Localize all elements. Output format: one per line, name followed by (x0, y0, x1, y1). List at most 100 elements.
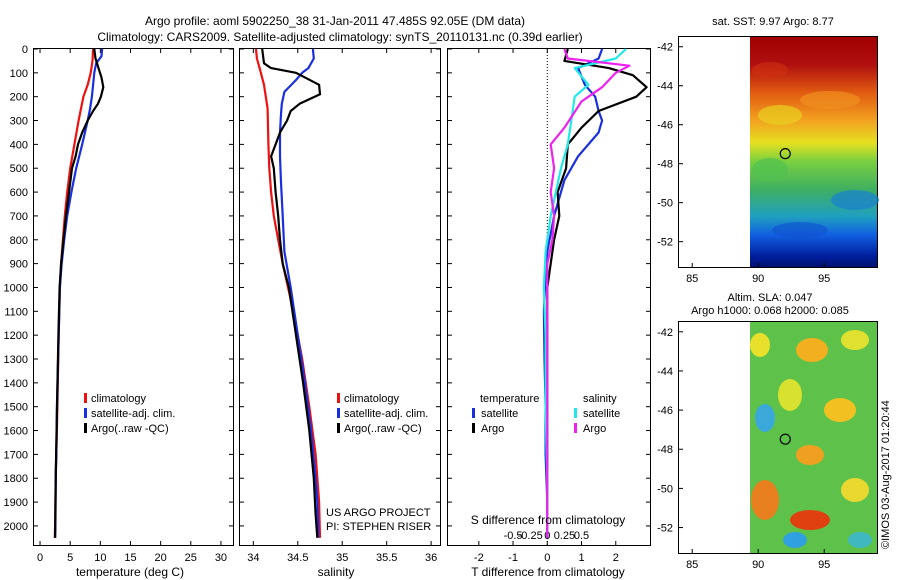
sla-map-panel: Altim. SLA: 0.047 Argo h1000: 0.068 h200… (657, 292, 878, 571)
x-tick-label: 30 (215, 552, 227, 564)
map-y-tick-label: -50 (657, 483, 673, 495)
depth-tick-label: 900 (10, 259, 28, 271)
depth-tick-label: 1200 (4, 330, 28, 342)
series-line-salinity-satellite (542, 48, 627, 538)
sla-patch (751, 480, 779, 520)
sla-profile-marker (779, 433, 791, 445)
legend-swatch-climatology (84, 393, 87, 403)
temperature-x-axis: 0 5 10 15 20 25 30 (37, 49, 227, 564)
x-tick-label: 20 (155, 552, 167, 564)
depth-tick-label: 1300 (4, 354, 28, 366)
map-y-tick-label: -48 (657, 444, 673, 456)
map-y-tick-label: -44 (657, 81, 673, 93)
series-line-argo-raw-qc- (54, 48, 105, 538)
map-y-tick-label: -48 (657, 159, 673, 171)
salinity-legend: climatology satellite-adj. clim. Argo(..… (337, 393, 428, 435)
legend-label-satellite-adj: satellite-adj. clim. (91, 408, 175, 420)
sla-map-axes: 85 90 95 -42 -44 -46 -48 -50 -52 (657, 327, 830, 571)
sla-patch (750, 333, 770, 357)
map-y-tick-label: -42 (657, 42, 673, 54)
x-tick-label: 35 (336, 552, 348, 564)
salinity-plot-frame (239, 48, 441, 546)
sla-patch (778, 379, 802, 411)
map-y-tick-label: -52 (657, 237, 673, 249)
sla-patch (824, 398, 856, 422)
depth-tick-label: 500 (10, 163, 28, 175)
depth-tick-label: 1100 (4, 306, 28, 318)
depth-axis: 0 100 200 300 400 500 600 700 800 900 1000 1100 1200… (4, 44, 233, 533)
temperature-axis-label: temperature (deg C) (76, 565, 184, 579)
sst-patch (772, 222, 828, 238)
series-line-argo-raw-qc- (261, 48, 322, 538)
series-line-climatology (254, 48, 322, 538)
temperature-series (53, 48, 105, 538)
difference-legend: temperature salinity satellite Argo sate… (472, 393, 620, 435)
map-x-tick-label: 85 (686, 273, 698, 285)
legend-swatch-argo (337, 423, 340, 433)
series-line-salinity-argo (546, 48, 631, 538)
legend-swatch-s-argo (574, 423, 577, 433)
sla-patch (841, 330, 869, 350)
series-line-temperature-satellite (542, 48, 604, 538)
x-tick-label: 25 (185, 552, 197, 564)
legend-swatch-t-satellite (472, 408, 475, 418)
depth-tick-label: 1700 (4, 449, 28, 461)
difference-series (542, 48, 648, 538)
x2-tick-label: -0.25 (518, 530, 543, 542)
salinity-x-axis: 34 34.5 35 35.5 36 (247, 49, 437, 564)
depth-tick-label: 1900 (4, 497, 28, 509)
depth-tick-label: 2000 (4, 521, 28, 533)
imos-timestamp: ©IMOS 03-Aug-2017 01:20:44 (880, 400, 892, 549)
map-y-tick-label: -46 (657, 120, 673, 132)
sla-map-title-line2: Argo h1000: 0.068 h2000: 0.085 (691, 305, 849, 317)
difference-depth-ticks (448, 48, 650, 527)
x-tick-label: 0 (37, 552, 43, 564)
salinity-depth-ticks (240, 48, 440, 527)
depth-tick-label: 300 (10, 116, 28, 128)
sla-patch (848, 532, 872, 548)
depth-tick-label: 1400 (4, 378, 28, 390)
legend-label-s-argo: Argo (583, 423, 606, 435)
depth-tick-label: 600 (10, 187, 28, 199)
sla-map-title-line1: Altim. SLA: 0.047 (728, 292, 813, 304)
map-x-tick-label: 90 (752, 559, 764, 571)
sst-map-panel: sat. SST: 9.97 Argo: 8.77 85 90 95 -42 -44 -4… (657, 16, 879, 285)
series-line-temperature-argo (546, 48, 648, 538)
x-tick-label: -2 (474, 552, 484, 564)
legend-swatch-satellite-adj (337, 408, 340, 418)
legend-swatch-s-satellite (574, 408, 577, 418)
pi-annotation: PI: STEPHEN RISER (326, 521, 431, 533)
s-difference-axis-label: S difference from climatology (471, 513, 626, 527)
depth-tick-label: 100 (10, 68, 28, 80)
x-tick-label: 34 (247, 552, 259, 564)
legend-label-s-satellite: satellite (583, 408, 620, 420)
sst-patch (800, 91, 860, 109)
depth-tick-label: 0 (22, 44, 28, 56)
x-tick-label: 35.5 (376, 552, 397, 564)
t-difference-x-axis: -2 -1 0 1 2 (474, 49, 619, 564)
sla-patch (790, 510, 830, 530)
x-tick-label: 1 (578, 552, 584, 564)
x-tick-label: -1 (508, 552, 518, 564)
map-x-tick-label: 95 (818, 559, 830, 571)
legend-label-t-argo: Argo (481, 423, 504, 435)
map-x-tick-label: 90 (752, 273, 764, 285)
legend-label-argo: Argo(..raw -QC) (91, 423, 169, 435)
depth-tick-label: 800 (10, 235, 28, 247)
legend-heading-salinity: salinity (583, 393, 617, 405)
legend-label-climatology: climatology (344, 393, 400, 405)
map-y-tick-label: -44 (657, 366, 673, 378)
sst-patch (752, 62, 788, 78)
temperature-panel: 0100200300400500600700800900100011001200… (4, 44, 234, 579)
depth-tick-label: 1000 (4, 282, 28, 294)
depth-tick-label: 700 (10, 211, 28, 223)
salinity-axis-label: salinity (318, 565, 355, 579)
legend-label-satellite-adj: satellite-adj. clim. (344, 408, 428, 420)
figure-title-line1: Argo profile: aoml 5902250_38 31-Jan-201… (145, 14, 525, 28)
sla-patch (796, 445, 824, 465)
sst-patch (758, 105, 802, 125)
sla-patch (796, 338, 828, 362)
depth-tick-label: 200 (10, 92, 28, 104)
x-tick-label: 5 (67, 552, 73, 564)
